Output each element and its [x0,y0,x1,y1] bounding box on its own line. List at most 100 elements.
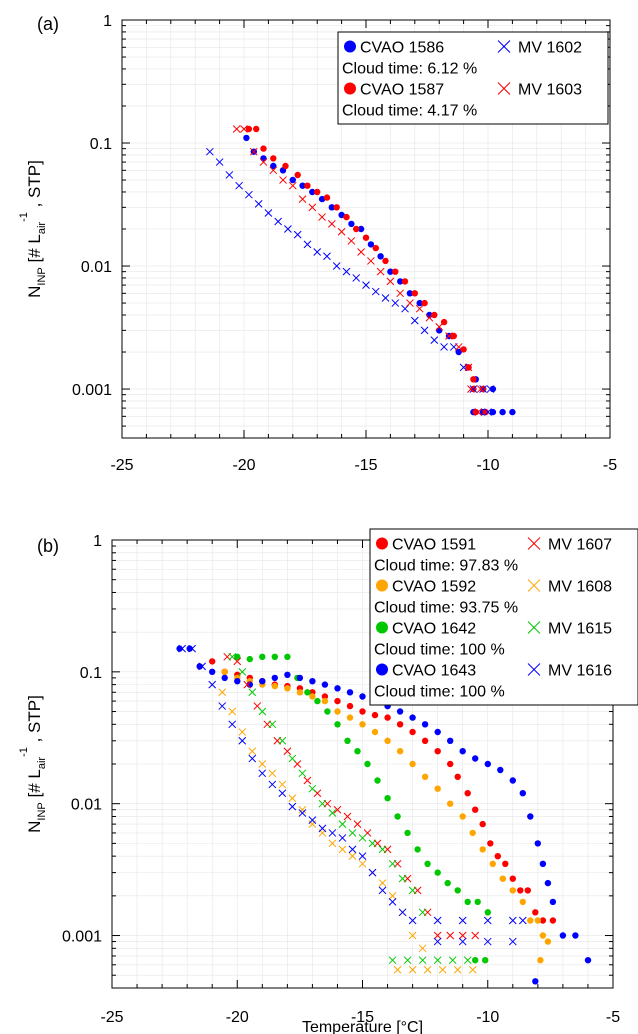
data-point-stroke [225,171,234,179]
data-point [234,653,241,660]
data-point [232,125,241,133]
data-point [484,408,492,416]
data-point [527,537,541,550]
legend-note: Cloud time: 100 % [374,642,505,659]
y-axis-label-part: air [36,222,48,235]
data-point [474,408,483,416]
series-mv-1602 [205,147,495,416]
data-point-stroke [269,166,278,175]
data-point-stroke [388,956,397,965]
data-point [487,840,494,847]
data-point [346,689,354,696]
data-point [321,693,329,700]
data-point-stroke [218,702,227,710]
data-point-stroke [398,874,407,883]
data-point-stroke [527,579,541,592]
data-point [258,707,267,716]
data-point-stroke [249,147,258,156]
data-point [270,155,277,162]
data-point [378,845,387,854]
legend-label: CVAO 1587 [360,82,444,99]
data-point [314,697,321,705]
legend-label: MV 1607 [548,537,612,554]
data-point [435,323,444,331]
data-point [346,702,354,710]
data-point [228,720,237,729]
data-point-stroke [358,834,367,842]
data-point-stroke [378,845,387,854]
data-point [469,829,476,837]
data-point [328,839,337,848]
data-point [398,874,407,883]
data-point-stroke [318,213,326,221]
panel-a: -25 -20 -15 -10 -5 0.001 0.01 0.1 1 (a) NINP [# La… [18,13,617,474]
data-point [303,776,312,785]
data-point [249,147,258,156]
data-point [334,685,341,692]
data-point [353,225,360,233]
series-cvao-1592 [221,668,552,964]
data-point [479,820,486,828]
data-point [458,937,467,946]
data-point [371,728,379,736]
data-point [479,846,486,853]
data-point-stroke [518,916,527,925]
data-point-stroke [228,652,237,661]
data-point [509,408,516,416]
data-point [348,829,357,837]
legend: CVAO 1591 MV 1607 Cloud time: 97.83 % CVAO … [369,528,638,706]
x-tick-label: -25 [110,457,133,474]
data-point [352,274,361,282]
data-point-stroke [418,956,427,965]
data-point [468,965,477,974]
data-point-stroke [403,956,412,965]
data-point [404,829,411,837]
y-tick-label: 0.1 [80,665,102,682]
data-point [396,289,405,298]
legend-note: Cloud time: 93.75 % [374,600,518,617]
data-point [334,721,341,728]
data-point [298,809,307,817]
data-point [392,268,399,275]
data-point [414,846,421,853]
data-point [418,956,427,965]
data-point [288,754,297,763]
data-point-stroke [328,809,337,817]
data-point [483,916,492,925]
data-point [471,931,480,940]
x-axis: -25 -20 -15 -10 -5 [110,20,617,474]
data-point [421,737,429,744]
legend: CVAO 1586 MV 1602 Cloud time: 6.12 % CVAO 1… [337,31,609,125]
y-axis-label-part: N [25,286,44,298]
data-point [215,158,224,166]
data-point-stroke [423,965,432,974]
data-point-stroke [235,181,243,190]
data-point-stroke [348,852,357,861]
series-cvao-1642 [234,653,491,964]
y-axis-label-part: -1 [18,212,30,222]
data-point [421,773,429,780]
data-point [584,957,592,964]
data-point-stroke [198,662,207,671]
data-point [409,760,416,768]
data-point [388,859,397,868]
data-point-stroke [378,886,387,895]
data-point-stroke [278,736,287,745]
y-axis-label-part: INP [36,267,48,285]
data-point-stroke [313,789,322,798]
data-point [484,760,491,768]
data-point [259,678,266,685]
data-point [527,917,534,924]
data-point-stroke [268,720,277,729]
y-tick-label: 1 [103,13,112,30]
data-point [245,125,253,133]
data-point-stroke [388,891,397,900]
data-point-stroke [238,667,247,676]
data-point-stroke [435,323,444,331]
data-point [388,956,397,965]
data-point-stroke [268,780,277,789]
data-point [418,944,427,953]
data-point [386,277,395,286]
data-point [423,965,432,974]
x-axis: -25 -20 -15 -10 -5 [100,540,620,1026]
